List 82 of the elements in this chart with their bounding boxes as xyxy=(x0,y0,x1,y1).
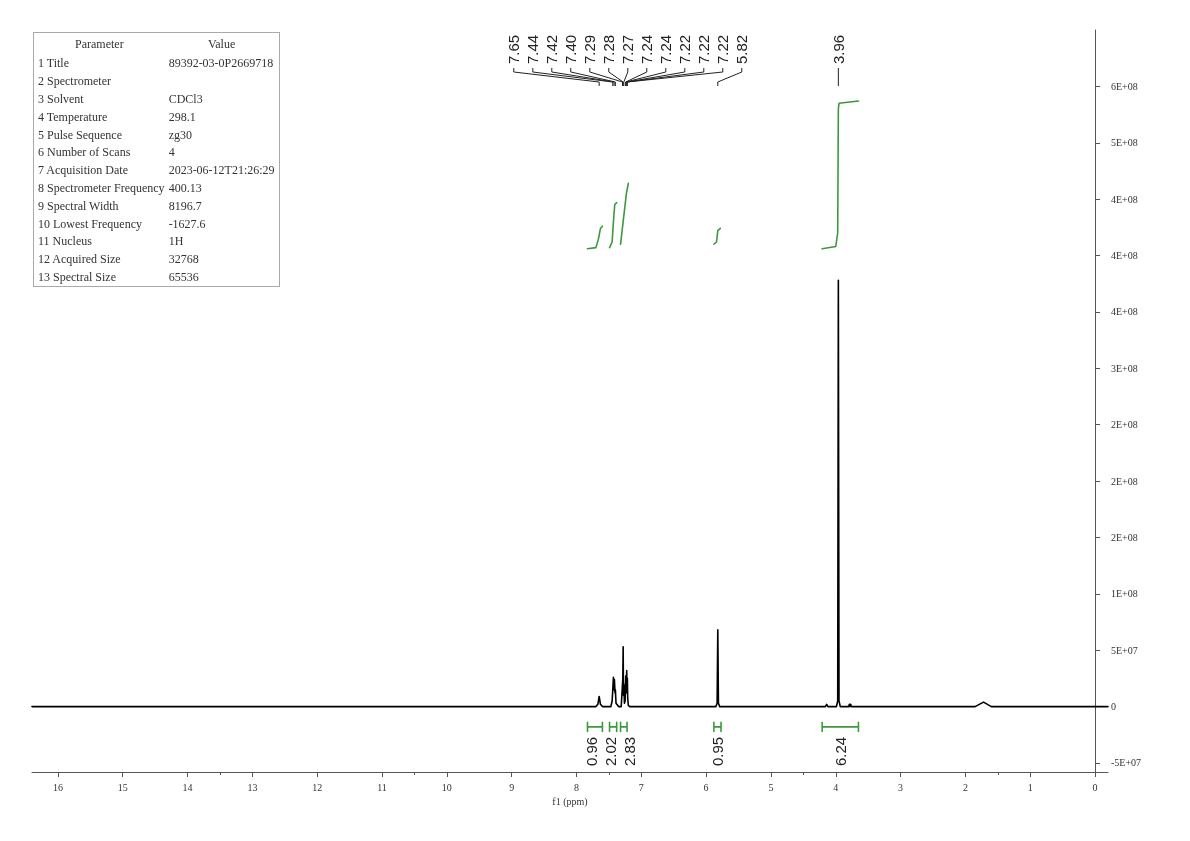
x-tick-label: 9 xyxy=(509,781,515,793)
category-label: 3 Solvent xyxy=(37,91,85,108)
x-tick-label: 6 xyxy=(703,781,709,793)
text: 89392-03-0P2669718 xyxy=(168,56,274,71)
y-tick-label: 4E+08 xyxy=(1111,193,1138,205)
category-label: 8 Spectrometer Frequency xyxy=(37,179,165,197)
annotation: 7.44 xyxy=(524,34,542,64)
category-label: 11 Nucleus xyxy=(37,233,93,251)
annotation: 0.95 xyxy=(708,736,726,767)
annotation: 6.24 xyxy=(831,736,849,767)
x-tick-label: 15 xyxy=(117,781,128,793)
x-axis-title: f1 (ppm) xyxy=(552,796,588,809)
annotation: 7.27 xyxy=(619,34,637,64)
y-tick-label: 3E+08 xyxy=(1111,362,1138,374)
annotation: 7.40 xyxy=(562,34,580,64)
annotation: 2.02 xyxy=(602,736,620,767)
x-tick-label: 8 xyxy=(573,781,579,793)
x-tick-label: 2 xyxy=(962,781,968,793)
annotation: 0.96 xyxy=(583,736,601,767)
annotation: Parameter xyxy=(74,35,125,53)
category-label: 12 Acquired Size xyxy=(37,251,122,269)
annotation: 7.42 xyxy=(543,34,561,64)
annotation: Value xyxy=(206,35,237,53)
x-tick-label: 4 xyxy=(833,781,839,793)
annotation: 7.29 xyxy=(581,34,599,64)
category-label: 10 Lowest Frequency xyxy=(37,215,143,233)
y-tick-label: 2E+08 xyxy=(1111,419,1138,431)
annotation: 7.22 xyxy=(676,34,694,64)
x-tick-label: 13 xyxy=(247,781,258,793)
category-label: 2 Spectrometer xyxy=(37,73,112,91)
y-tick-label: 1E+08 xyxy=(1111,588,1138,600)
text: 32768 xyxy=(168,252,199,267)
line-series xyxy=(586,225,604,250)
x-tick-label: 10 xyxy=(441,781,452,793)
category-label: 13 Spectral Size xyxy=(37,268,117,286)
annotation: 3.96 xyxy=(829,34,847,64)
x-tick-label: 7 xyxy=(638,781,644,793)
x-tick-label: 11 xyxy=(377,781,387,793)
x-tick-label: 12 xyxy=(312,781,323,793)
y-tick-label: 5E+08 xyxy=(1111,137,1138,149)
y-tick-label: 2E+08 xyxy=(1111,531,1138,543)
text: 65536 xyxy=(168,269,199,284)
x-tick-label: 1 xyxy=(1027,781,1033,793)
y-tick-label: 2E+08 xyxy=(1111,475,1138,487)
y-tick-label: 6E+08 xyxy=(1111,80,1138,92)
category-label: 7 Acquisition Date xyxy=(37,162,129,180)
x-tick-label: 3 xyxy=(898,781,904,793)
x-tick-label: 5 xyxy=(768,781,774,793)
category-label: 5 Pulse Sequence xyxy=(37,126,123,144)
y-tick-label: -5E+07 xyxy=(1111,757,1142,769)
annotation: 7.24 xyxy=(638,34,656,64)
text: 2023-06-12T21:26:29 xyxy=(168,163,275,178)
text: 4 xyxy=(168,145,175,160)
annotation: 5.82 xyxy=(733,34,751,64)
text: CDCl3 xyxy=(168,91,203,106)
category-label: 1 Title xyxy=(37,55,71,73)
y-tick-label: 4E+08 xyxy=(1111,250,1138,262)
annotation: 7.24 xyxy=(657,34,675,64)
category-label: 9 Spectral Width xyxy=(37,197,120,215)
text: 298.1 xyxy=(168,109,196,124)
category-label: 6 Number of Scans xyxy=(37,144,132,162)
annotation: 7.65 xyxy=(505,34,523,64)
x-tick-label: 0 xyxy=(1092,781,1098,793)
text: 8196.7 xyxy=(168,198,202,213)
text: zg30 xyxy=(168,127,192,142)
line-series xyxy=(608,201,618,249)
annotation: 7.28 xyxy=(600,34,618,64)
annotation: 7.22 xyxy=(714,34,732,64)
y-tick-label: 5E+07 xyxy=(1111,644,1138,656)
y-tick-label: 4E+08 xyxy=(1111,306,1138,318)
line-series xyxy=(619,182,630,246)
line-series xyxy=(821,100,860,250)
y-tick-label: 0 xyxy=(1111,701,1116,713)
annotation: 7.22 xyxy=(695,34,713,64)
annotation: 2.83 xyxy=(621,736,639,767)
x-tick-label: 14 xyxy=(182,781,193,793)
x-tick-label: 16 xyxy=(52,781,63,793)
text: 1H xyxy=(168,234,184,249)
text: 400.13 xyxy=(168,180,202,195)
category-label: 4 Temperature xyxy=(37,108,109,126)
text: -1627.6 xyxy=(168,216,206,231)
line-series xyxy=(713,227,722,246)
